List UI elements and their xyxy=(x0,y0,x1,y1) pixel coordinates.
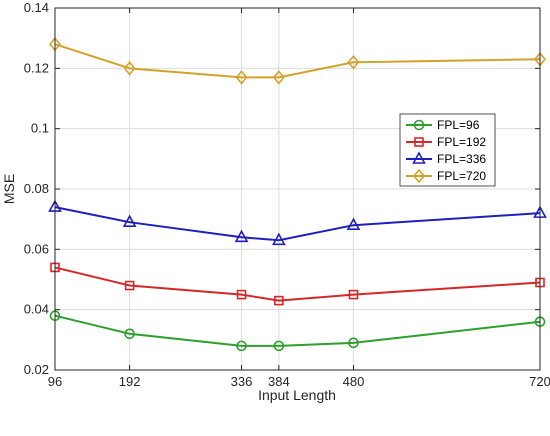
y-tick-label: 0.02 xyxy=(24,362,49,377)
data-point xyxy=(348,337,359,349)
data-point xyxy=(346,217,361,230)
y-tick-label: 0.06 xyxy=(24,241,49,256)
data-point xyxy=(124,328,135,340)
y-tick-label: 0.08 xyxy=(24,181,49,196)
data-point xyxy=(347,55,360,70)
x-tick-label: 96 xyxy=(48,374,62,389)
y-tick-label: 0.1 xyxy=(31,121,49,136)
data-point xyxy=(348,289,359,300)
series-line xyxy=(54,314,541,347)
series-line xyxy=(54,266,541,302)
data-point xyxy=(273,340,285,352)
data-point xyxy=(271,232,286,246)
x-tick-label: 336 xyxy=(231,374,253,389)
legend-item: FPL=336 xyxy=(406,151,486,166)
data-point xyxy=(272,70,285,85)
y-tick-label: 0.04 xyxy=(24,302,49,317)
legend-item: FPL=720 xyxy=(406,168,486,184)
series-layer xyxy=(48,36,547,352)
data-point xyxy=(124,280,135,291)
axis-ticks: 0.02 0.04 0.06 0.08 0.1 0.12 0.14 96 192 336 384 48… xyxy=(24,0,550,389)
legend-marker xyxy=(414,137,424,147)
x-axis-title: Input Length xyxy=(258,387,336,403)
legend: FPL=96 FPL=192 FPL=336 FPL=720 xyxy=(399,113,496,187)
legend-marker xyxy=(412,151,426,164)
data-point xyxy=(236,340,247,352)
x-tick-label: 192 xyxy=(119,374,141,389)
y-axis-title: MSE xyxy=(1,174,17,204)
series-line xyxy=(54,206,541,242)
data-point xyxy=(274,295,284,306)
legend-marker xyxy=(412,168,426,184)
data-point xyxy=(235,70,248,85)
legend-item: FPL=96 xyxy=(406,118,480,132)
legend-label: FPL=192 xyxy=(437,135,486,149)
y-tick-label: 0.14 xyxy=(24,0,49,15)
data-point xyxy=(122,214,137,227)
legend-label: FPL=336 xyxy=(437,152,486,166)
data-point xyxy=(123,61,136,76)
legend-marker xyxy=(413,119,425,131)
data-point xyxy=(236,289,247,300)
legend-item: FPL=192 xyxy=(406,135,486,149)
x-tick-label: 480 xyxy=(343,374,365,389)
legend-label: FPL=96 xyxy=(437,118,480,132)
series-fpl-336 xyxy=(48,199,547,246)
x-tick-label: 720 xyxy=(529,374,550,389)
series-line xyxy=(54,43,541,79)
data-point xyxy=(234,229,249,243)
x-tick-label: 384 xyxy=(268,374,290,389)
legend-label: FPL=720 xyxy=(437,169,486,183)
y-tick-label: 0.12 xyxy=(24,60,49,75)
